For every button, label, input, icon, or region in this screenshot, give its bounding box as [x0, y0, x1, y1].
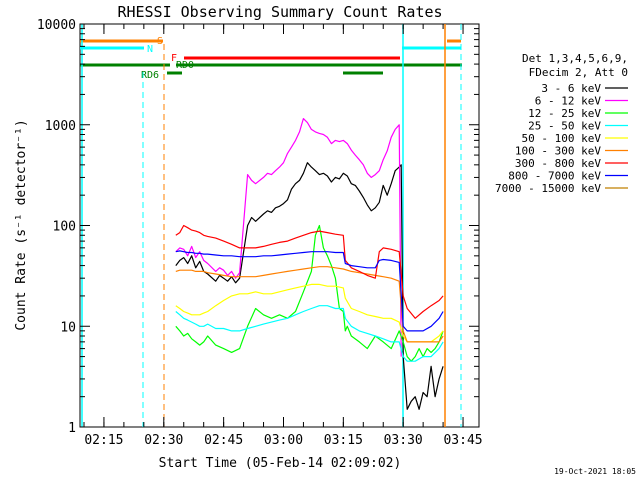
legend-label: 25 - 50 keV	[528, 120, 601, 133]
y-tick-label: 10	[60, 320, 76, 335]
y-tick-label: 1000	[45, 119, 76, 134]
legend-label: 100 - 300 keV	[515, 145, 601, 158]
state-label-n: N	[147, 44, 153, 55]
legend-label: 3 - 6 keV	[541, 82, 601, 95]
x-tick-label: 03:30	[384, 433, 423, 448]
chart-title: RHESSI Observing Summary Count Rates	[117, 3, 442, 21]
x-tick-label: 03:00	[264, 433, 303, 448]
legend-label: 7000 - 15000 keV	[495, 182, 601, 195]
state-label-rd0: RD0	[176, 60, 194, 71]
series-line-3-6-kev	[175, 162, 444, 410]
series-line-25-50-kev	[175, 305, 444, 362]
legend-label: 300 - 800 keV	[515, 157, 601, 170]
series-line-800-7000-kev	[175, 250, 444, 332]
legend-label: 12 - 25 keV	[528, 107, 601, 120]
x-tick-label: 02:45	[204, 433, 243, 448]
legend-label: 50 - 100 keV	[522, 132, 602, 145]
legend-label: 6 - 12 keV	[535, 95, 602, 108]
x-tick-label: 02:30	[144, 433, 183, 448]
timestamp: 19-Oct-2021 18:05	[554, 467, 636, 476]
x-tick-label: 03:15	[324, 433, 363, 448]
axes: 1 10 100 1000 10000 02:15 02:30 02:45 03:00 03:15…	[37, 18, 483, 448]
legend-header-line-2: FDecim 2, Att 0	[529, 66, 628, 79]
state-label-rd6: RD6	[141, 70, 159, 81]
plot-frame	[79, 23, 480, 428]
series-line-100-300-kev	[175, 266, 444, 343]
state-bars: S N F RD0 RD6	[80, 36, 462, 81]
x-tick-label: 03:45	[443, 433, 482, 448]
state-label-s: S	[157, 36, 163, 47]
data-series	[175, 117, 444, 410]
y-axis-label: Count Rate (s⁻¹ detector⁻¹)	[14, 119, 29, 330]
legend-header-line-1: Det 1,3,4,5,6,9,	[522, 52, 628, 65]
x-tick-label: 02:15	[84, 433, 123, 448]
legend-label: 800 - 7000 keV	[508, 170, 601, 183]
series-line-300-800-kev	[175, 224, 444, 319]
state-label-f: F	[171, 53, 177, 64]
y-tick-label: 10000	[37, 18, 76, 33]
x-axis-label: Start Time (05-Feb-14 02:09:02)	[159, 456, 402, 471]
legend: Det 1,3,4,5,6,9, FDecim 2, Att 0 3 - 6 k…	[495, 52, 628, 195]
y-tick-label: 100	[53, 220, 76, 235]
series-line-6-12-kev	[175, 117, 402, 357]
y-tick-label: 1	[68, 421, 76, 436]
series-line-50-100-kev	[175, 283, 444, 343]
